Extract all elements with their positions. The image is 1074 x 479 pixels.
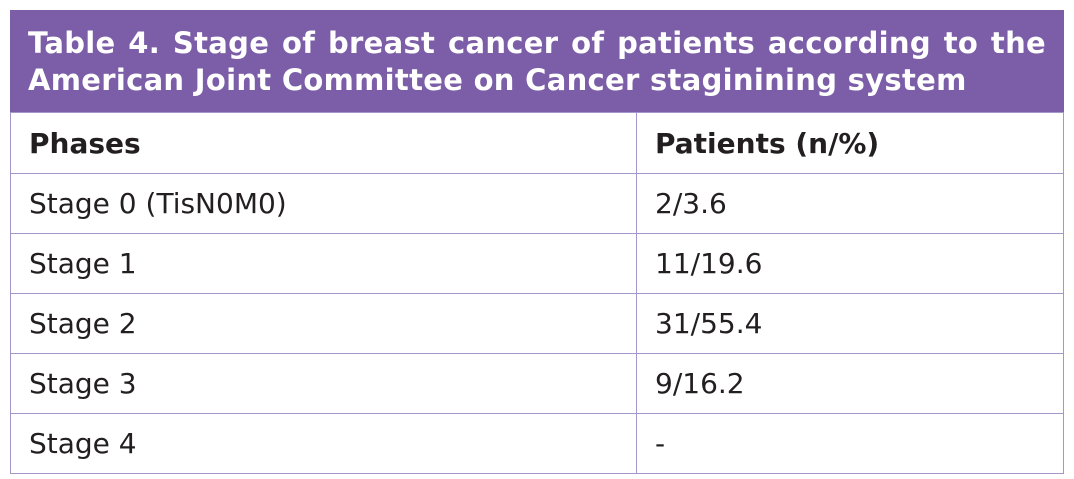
cell: 11/19.6 xyxy=(636,233,1064,294)
cell: 9/16.2 xyxy=(636,353,1064,414)
row: Stage 0 (TisN0M0) 2/3.6 xyxy=(10,173,1064,234)
row: Stage 1 11/19.6 xyxy=(10,233,1064,294)
cell: Stage 0 (TisN0M0) xyxy=(10,173,637,234)
cell: 31/55.4 xyxy=(636,293,1064,354)
cell: 2/3.6 xyxy=(636,173,1064,234)
data-table: Phases Patients (n/%) Stage 0 (TisN0M0) … xyxy=(10,112,1064,474)
cell: Stage 1 xyxy=(10,233,637,294)
row: Stage 4 - xyxy=(10,413,1064,474)
table-container: Table 4. Stage of breast cancer of patie… xyxy=(10,10,1064,474)
header-cell: Phases xyxy=(10,112,637,174)
cell: - xyxy=(636,413,1064,474)
header-row: Phases Patients (n/%) xyxy=(10,112,1064,174)
header-cell: Patients (n/%) xyxy=(636,112,1064,174)
cell: Stage 4 xyxy=(10,413,637,474)
table-title: Table 4. Stage of breast cancer of patie… xyxy=(10,10,1064,112)
row: Stage 3 9/16.2 xyxy=(10,353,1064,414)
cell: Stage 3 xyxy=(10,353,637,414)
cell: Stage 2 xyxy=(10,293,637,354)
row: Stage 2 31/55.4 xyxy=(10,293,1064,354)
